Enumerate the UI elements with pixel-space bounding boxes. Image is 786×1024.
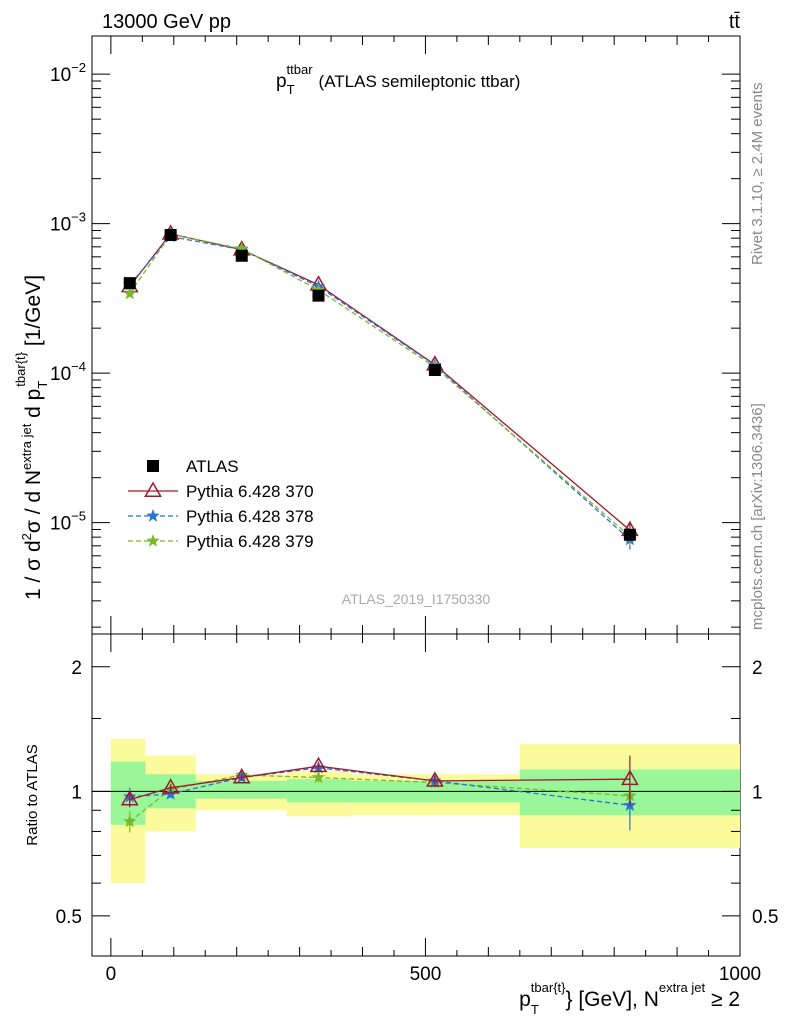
ratio-ytick-label-right-1: 1	[752, 782, 763, 803]
main-series-line-1	[129, 233, 631, 531]
ratio-ytick-label-right-0: 0.5	[752, 907, 778, 928]
ylabel-sup3: tbar{t}	[13, 351, 28, 386]
ratio-point-0-1	[161, 778, 180, 794]
ratio-ylabel: Ratio to ATLAS	[24, 744, 41, 845]
ratio-series-line-1	[129, 767, 630, 806]
xlabel-sup1: tbar{t}	[531, 980, 566, 995]
main-point-0-4	[428, 363, 441, 376]
main-point-3-2	[235, 241, 249, 255]
main-point-0-2	[235, 249, 248, 262]
header-left: 13000 GeV pp	[102, 11, 231, 33]
main-ytick-exponent-1: −4	[71, 359, 86, 374]
ratio-xtick-label-1: 500	[410, 964, 442, 985]
legend-label-1: Pythia 6.428 370	[186, 482, 314, 501]
ratio-point-0-2	[232, 767, 251, 784]
main-ytick-exponent-3: −2	[71, 60, 86, 75]
main-ytick-exponent-0: −5	[71, 509, 86, 524]
main-series-line-3	[129, 233, 631, 537]
ratio-point-0-3	[309, 756, 328, 773]
xlabel-sup2: extra jet	[659, 980, 706, 995]
main-ytick-label-0: 10−5	[50, 509, 86, 535]
main-ytick-mantissa-1: 10	[50, 364, 71, 385]
ylabel-sup2: extra jet	[19, 423, 34, 470]
main-ytick-exponent-2: −3	[71, 210, 86, 225]
main-ylabel: 1 / σ d2σ / d Nextra jet d pTtbar{t} [1/…	[13, 275, 50, 600]
ratio-xtick-label-2: 1000	[719, 964, 761, 985]
ratio-point-0-4	[425, 771, 444, 787]
main-ytick-label-3: 10−2	[50, 60, 86, 86]
xlabel: pTtbar{t}} [GeV], Nextra jet ≥ 2	[519, 980, 740, 1017]
ratio-band-inner-3	[287, 779, 350, 803]
legend-label-0: ATLAS	[186, 457, 239, 476]
ylabel-part1: 1 / σ d	[22, 540, 45, 600]
main-ytick-mantissa-0: 10	[50, 514, 71, 535]
ratio-ytick-label-left-2: 2	[71, 658, 82, 679]
ratio-point-2-0	[123, 814, 137, 828]
legend-marker-3	[146, 534, 160, 547]
main-ytick-mantissa-3: 10	[50, 65, 71, 86]
main-point-0-0	[123, 277, 136, 290]
main-point-0-1	[164, 228, 177, 241]
ratio-band-inner-2	[195, 780, 288, 799]
xlabel-part1: p	[519, 988, 531, 1011]
main-point-0-5	[623, 528, 636, 541]
main-ytick-mantissa-2: 10	[50, 215, 71, 236]
svg-text:1 / σ d2σ / d Nextra jet d pTt: 1 / σ d2σ / d Nextra jet d pTtbar{t} [1/…	[13, 275, 50, 600]
ratio-axes: 0 500 1000 0.5 0.5 1 1 2 2	[56, 634, 778, 985]
ratio-ytick-label-left-1: 1	[71, 782, 82, 803]
ratio-series-line-0	[129, 765, 630, 801]
legend-marker-2	[146, 509, 160, 522]
main-point-3-3	[311, 283, 326, 296]
header-right: tt̄	[729, 11, 741, 33]
ylabel-sup1: 2	[19, 533, 34, 540]
xlabel-sub1: T	[531, 1002, 539, 1017]
ylabel-sub3: T	[35, 381, 50, 389]
xlabel-part3: ≥ 2	[705, 988, 740, 1011]
ratio-ytick-label-left-0: 0.5	[56, 907, 82, 928]
side-text-mcplots: mcplots.cern.ch [arXiv:1306.3436]	[749, 403, 766, 630]
main-point-3-0	[123, 286, 137, 300]
legend: ATLAS Pythia 6.428 370 Pythia 6.428 378 Pyt…	[128, 457, 314, 551]
ratio-point-2-3	[311, 770, 326, 784]
plot-title-sub: T	[287, 82, 295, 97]
legend-label-3: Pythia 6.428 379	[186, 532, 314, 551]
main-ytick-label-2: 10−3	[50, 210, 86, 236]
ratio-uncertainty-bands	[92, 738, 740, 884]
analysis-id: ATLAS_2019_I1750330	[342, 591, 491, 607]
xlabel-part2: } [GeV], N	[566, 988, 659, 1011]
ratio-ytick-label-right-2: 2	[752, 658, 763, 679]
main-ytick-label-1: 10−4	[50, 359, 86, 385]
legend-label-2: Pythia 6.428 378	[186, 507, 314, 526]
plot-title-sup: ttbar	[287, 62, 314, 77]
legend-marker-1	[144, 481, 162, 497]
plot-title: pTttbar(ATLAS semileptonic ttbar)	[276, 62, 520, 97]
ylabel-part2: σ / d N	[22, 470, 45, 533]
ylabel-part3: d p	[22, 389, 45, 424]
ratio-point-0-5	[621, 769, 639, 786]
series-layer	[120, 224, 639, 833]
legend-marker-0	[147, 460, 159, 472]
side-text-rivet: Rivet 3.1.10, ≥ 2.4M events	[749, 83, 766, 266]
main-axes: 10−510−410−310−2	[50, 36, 741, 634]
ratio-xtick-label-0: 0	[106, 964, 117, 985]
main-point-0-3	[312, 289, 325, 302]
ylabel-part4: [1/GeV]	[22, 275, 45, 352]
ratio-point-0-0	[120, 790, 139, 806]
plot-title-rest: (ATLAS semileptonic ttbar)	[319, 72, 521, 91]
